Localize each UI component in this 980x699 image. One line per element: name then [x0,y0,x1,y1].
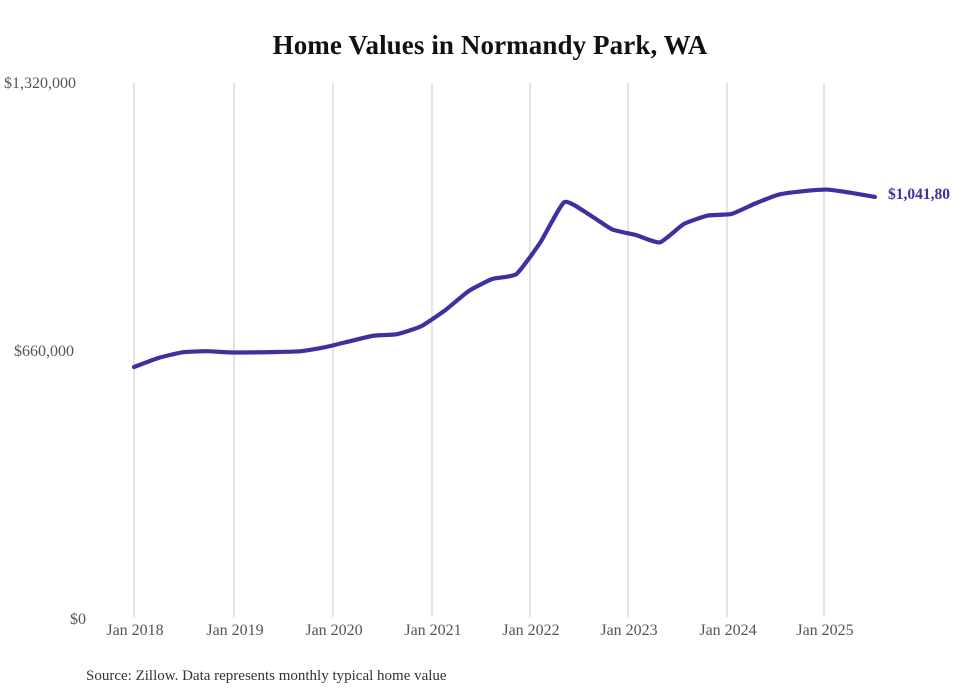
x-axis-tick-label-jan-2019: Jan 2019 [206,622,264,639]
y-axis-tick-label-middle: $660,000 [14,343,74,360]
x-axis-tick-label-jan-2025: Jan 2025 [796,622,854,639]
x-axis-tick-label-jan-2024: Jan 2024 [699,622,757,639]
x-axis-tick-label-jan-2018: Jan 2018 [106,622,164,639]
home-value-line-series [131,187,878,370]
vertical-gridlines [133,83,825,617]
y-axis-tick-label-bottom: $0 [70,611,86,628]
x-axis-tick-label-jan-2020: Jan 2020 [305,622,363,639]
x-axis-tick-label-jan-2021: Jan 2021 [404,622,462,639]
source-footnote: Source: Zillow. Data represents monthly … [86,668,447,684]
chart-title: Home Values in Normandy Park, WA [272,30,708,60]
x-axis-tick-label-jan-2023: Jan 2023 [600,622,658,639]
y-axis-tick-label-top: $1,320,000 [4,75,76,92]
x-axis-tick-label-jan-2022: Jan 2022 [502,622,560,639]
end-value-annotation: $1,041,80 [888,185,950,203]
